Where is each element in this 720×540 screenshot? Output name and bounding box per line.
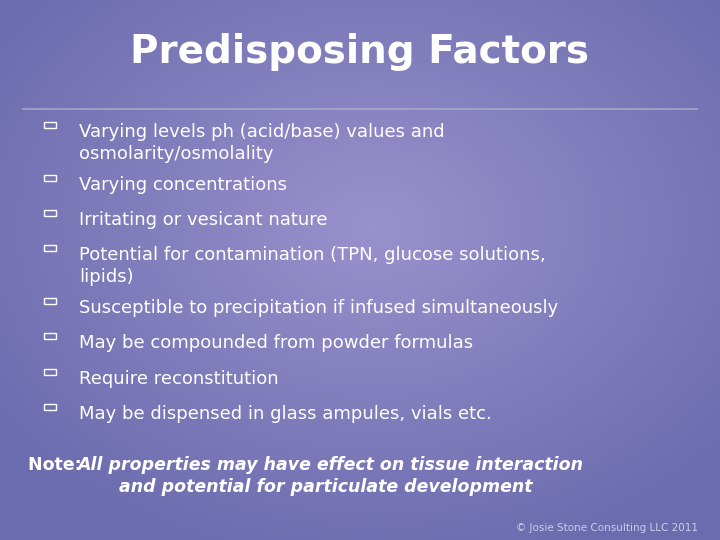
Text: Susceptible to precipitation if infused simultaneously: Susceptible to precipitation if infused … — [79, 299, 559, 317]
Text: © Josie Stone Consulting LLC 2011: © Josie Stone Consulting LLC 2011 — [516, 523, 698, 532]
Bar — [44, 404, 56, 410]
Bar — [44, 122, 56, 128]
Bar — [44, 210, 56, 216]
Bar — [44, 175, 56, 181]
Text: May be compounded from powder formulas: May be compounded from powder formulas — [79, 334, 473, 353]
Text: Potential for contamination (TPN, glucose solutions,
lipids): Potential for contamination (TPN, glucos… — [79, 246, 546, 286]
Text: Irritating or vesicant nature: Irritating or vesicant nature — [79, 211, 328, 230]
Text: May be dispensed in glass ampules, vials etc.: May be dispensed in glass ampules, vials… — [79, 405, 492, 423]
Text: Predisposing Factors: Predisposing Factors — [130, 33, 590, 71]
Text: Varying levels ph (acid/base) values and
osmolarity/osmolality: Varying levels ph (acid/base) values and… — [79, 123, 445, 163]
Text: All properties may have effect on tissue interaction
       and potential for pa: All properties may have effect on tissue… — [77, 456, 583, 496]
Bar — [44, 333, 56, 339]
Text: Require reconstitution: Require reconstitution — [79, 370, 279, 388]
Bar — [44, 369, 56, 375]
Text: Varying concentrations: Varying concentrations — [79, 176, 287, 194]
Bar — [44, 298, 56, 304]
Bar — [44, 245, 56, 251]
Text: Note:: Note: — [28, 456, 88, 474]
